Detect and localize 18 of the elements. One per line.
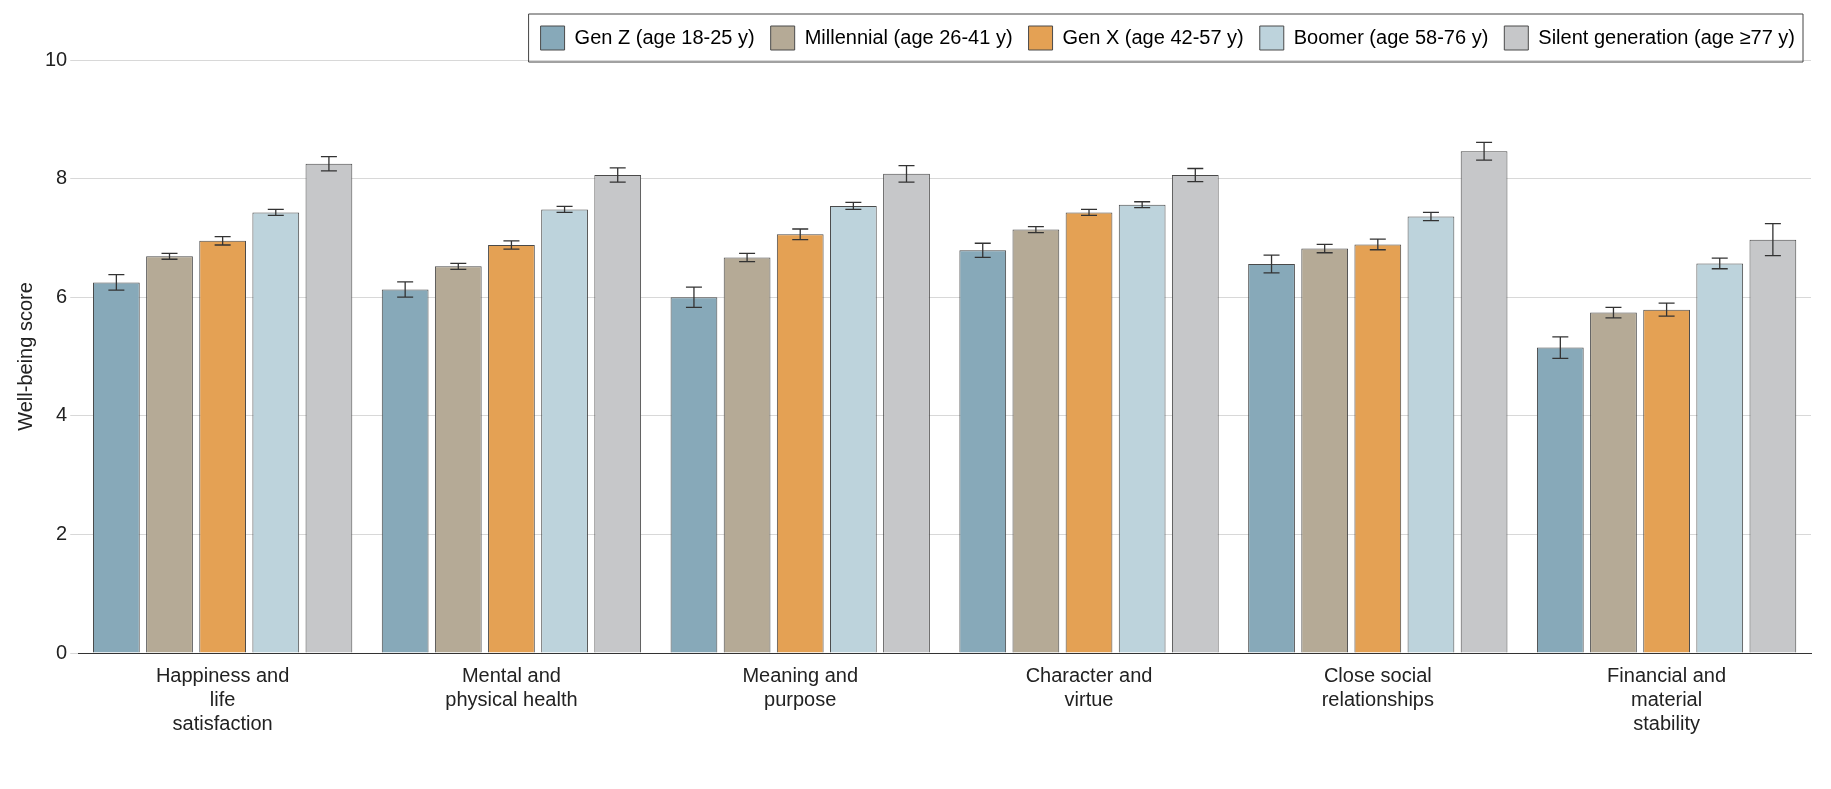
y-tick-label: 10 [45, 47, 68, 70]
y-tick-label: 8 [56, 166, 68, 189]
legend-label: Millennial (age 26-41 y) [804, 25, 1013, 48]
x-tick-label: Meaning and purpose [742, 663, 859, 710]
x-tick-label: Mental and physical health [445, 663, 578, 710]
y-tick-label: 4 [56, 403, 68, 426]
legend-label: Gen Z (age 18-25 y) [574, 25, 755, 48]
x-tick-label: Financial and material stability [1607, 663, 1727, 734]
x-tick-label: Close social relationships [1321, 663, 1434, 710]
legend-label: Silent generation (age ≥77 y) [1538, 25, 1796, 48]
x-tick-label: Character and virtue [1025, 663, 1153, 710]
x-tick-label: Happiness and life satisfaction [155, 663, 290, 734]
legend-label: Boomer (age 58-76 y) [1293, 25, 1489, 48]
y-tick-label: 2 [56, 521, 68, 544]
y-tick-label: 0 [56, 640, 68, 663]
y-tick-label: 6 [56, 284, 68, 307]
y-axis-title: Well-being score [13, 282, 36, 431]
legend-label: Gen X (age 42-57 y) [1062, 25, 1244, 48]
